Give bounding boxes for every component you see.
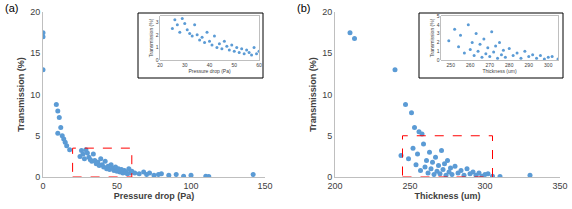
svg-text:Pressure drop (Pa): Pressure drop (Pa) (114, 191, 195, 201)
svg-text:5: 5 (327, 131, 332, 141)
svg-text:Thickness (um): Thickness (um) (482, 68, 517, 74)
svg-text:20: 20 (30, 7, 40, 17)
svg-text:20: 20 (157, 62, 163, 68)
svg-text:3: 3 (437, 30, 440, 36)
svg-text:(b): (b) (297, 2, 310, 14)
svg-text:10: 10 (30, 90, 40, 100)
svg-text:5: 5 (35, 131, 40, 141)
svg-text:30: 30 (182, 62, 188, 68)
svg-text:1: 1 (437, 48, 440, 54)
svg-text:280: 280 (505, 62, 514, 68)
svg-text:15: 15 (322, 48, 332, 58)
svg-text:0: 0 (327, 172, 332, 182)
svg-text:Transmission (%): Transmission (%) (429, 18, 435, 57)
svg-text:Transmission (%): Transmission (%) (148, 18, 154, 57)
svg-text:0: 0 (437, 57, 440, 63)
svg-text:350: 350 (552, 181, 567, 191)
svg-text:(a): (a) (5, 2, 18, 14)
svg-text:50: 50 (112, 181, 122, 191)
svg-text:2: 2 (156, 32, 159, 38)
svg-text:200: 200 (327, 181, 342, 191)
svg-text:4: 4 (437, 22, 440, 28)
svg-text:300: 300 (544, 62, 553, 68)
svg-text:10: 10 (322, 90, 332, 100)
svg-text:100: 100 (183, 181, 198, 191)
svg-text:Pressure drop (Pa): Pressure drop (Pa) (188, 68, 231, 74)
svg-text:0: 0 (35, 172, 40, 182)
svg-text:300: 300 (477, 181, 492, 191)
svg-text:Transmission (%): Transmission (%) (16, 57, 26, 132)
svg-text:15: 15 (30, 48, 40, 58)
svg-text:Thickness (um): Thickness (um) (414, 191, 480, 201)
svg-text:Transmission (%): Transmission (%) (308, 57, 318, 132)
svg-text:260: 260 (466, 62, 475, 68)
svg-text:3: 3 (156, 19, 159, 25)
svg-text:2: 2 (437, 39, 440, 45)
svg-text:270: 270 (486, 62, 495, 68)
svg-text:290: 290 (525, 62, 534, 68)
svg-text:1: 1 (156, 44, 159, 50)
svg-text:0: 0 (40, 181, 45, 191)
svg-text:0: 0 (156, 57, 159, 63)
svg-text:250: 250 (447, 62, 456, 68)
svg-text:20: 20 (322, 7, 332, 17)
svg-text:40: 40 (207, 62, 213, 68)
svg-text:60: 60 (256, 62, 262, 68)
svg-text:150: 150 (257, 181, 272, 191)
svg-text:50: 50 (231, 62, 237, 68)
svg-text:250: 250 (402, 181, 417, 191)
svg-text:5: 5 (437, 13, 440, 19)
